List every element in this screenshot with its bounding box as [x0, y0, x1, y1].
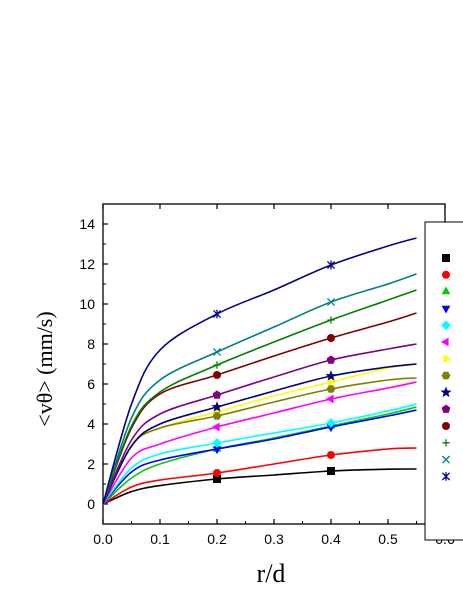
series-line [102, 343, 417, 505]
marker-triangle-left [211, 422, 220, 432]
marker-star [325, 370, 337, 381]
marker-ball [212, 370, 221, 379]
marker-x [212, 347, 222, 357]
series-2 [102, 447, 417, 505]
marker-ball [326, 333, 335, 342]
series-13 [102, 273, 417, 505]
marker-asterisk [212, 309, 222, 319]
series-line [102, 403, 417, 505]
legend-box [424, 221, 463, 541]
x-tick-label: 0.4 [321, 531, 341, 547]
series-line [102, 381, 417, 505]
y-tick-label: 6 [87, 376, 95, 392]
legend-marker-10 [441, 404, 451, 413]
legend-marker-8 [441, 371, 451, 380]
marker-star [211, 401, 223, 412]
series-line [102, 409, 417, 505]
x-tick-label: 0.5 [378, 531, 398, 547]
legend-marker-2 [441, 270, 450, 279]
marker-x [326, 297, 336, 307]
series-1 [102, 466, 417, 505]
plot-area [102, 203, 446, 525]
x-axis-title: r/d [257, 559, 286, 588]
marker-triangle-right [328, 377, 337, 387]
x-tick-label: 0.1 [150, 531, 170, 547]
series-line [102, 363, 417, 505]
y-tick-label: 12 [79, 256, 95, 272]
y-tick-label: 2 [87, 456, 95, 472]
y-axis-title: <vθ> (mm/s) [32, 311, 57, 426]
legend-marker-13 [441, 455, 451, 464]
series-7 [102, 363, 417, 505]
x-tick-label: 0.0 [93, 531, 113, 547]
series-line [102, 447, 417, 505]
series-line [102, 289, 417, 505]
series-4 [102, 409, 417, 505]
marker-pentagon [212, 390, 222, 399]
series-12 [102, 289, 417, 505]
y-tick-label: 4 [87, 416, 95, 432]
series-10 [102, 343, 417, 505]
y-tick-label: 14 [79, 216, 95, 232]
y-tick-label: 10 [79, 296, 95, 312]
series-line [102, 237, 417, 505]
series-11 [102, 312, 417, 505]
marker-hexagon [212, 412, 222, 420]
axes: 0.00.10.20.30.40.50.602468101214 [79, 204, 455, 547]
series-line [102, 406, 417, 505]
y-tick-label: 8 [87, 336, 95, 352]
x-tick-label: 0.2 [207, 531, 227, 547]
marker-square [326, 466, 335, 475]
series-line [102, 468, 417, 505]
marker-plus [213, 361, 221, 369]
marker-asterisk [326, 260, 336, 270]
legend [424, 221, 463, 541]
series-6 [102, 381, 417, 505]
marker-plus [327, 316, 335, 324]
marker-pentagon [326, 355, 336, 364]
legend-marker-5 [441, 320, 451, 331]
x-tick-label: 0.3 [264, 531, 284, 547]
y-tick-label: 0 [87, 496, 95, 512]
legend-marker-4 [441, 305, 451, 314]
legend-marker-6 [440, 337, 449, 347]
legend-marker-7 [443, 354, 452, 364]
series-line [102, 312, 417, 505]
legend-marker-12 [442, 439, 450, 447]
legend-marker-1 [441, 253, 450, 262]
legend-marker-14 [441, 472, 451, 481]
marker-circle [212, 468, 221, 477]
marker-circle [326, 450, 335, 459]
series-layer [102, 237, 417, 505]
marker-triangle-left [325, 394, 334, 404]
series-line [102, 363, 417, 505]
series-14 [102, 237, 417, 505]
plot-frame [102, 203, 446, 525]
series-3 [102, 406, 417, 505]
legend-marker-3 [441, 286, 451, 295]
series-5 [102, 403, 417, 505]
legend-marker-9 [440, 386, 452, 398]
legend-marker-11 [441, 421, 450, 430]
series-9 [102, 363, 417, 505]
marker-hexagon [326, 385, 336, 393]
marker-diamond [212, 438, 222, 448]
series-line [102, 273, 417, 505]
marker-diamond [326, 418, 336, 428]
